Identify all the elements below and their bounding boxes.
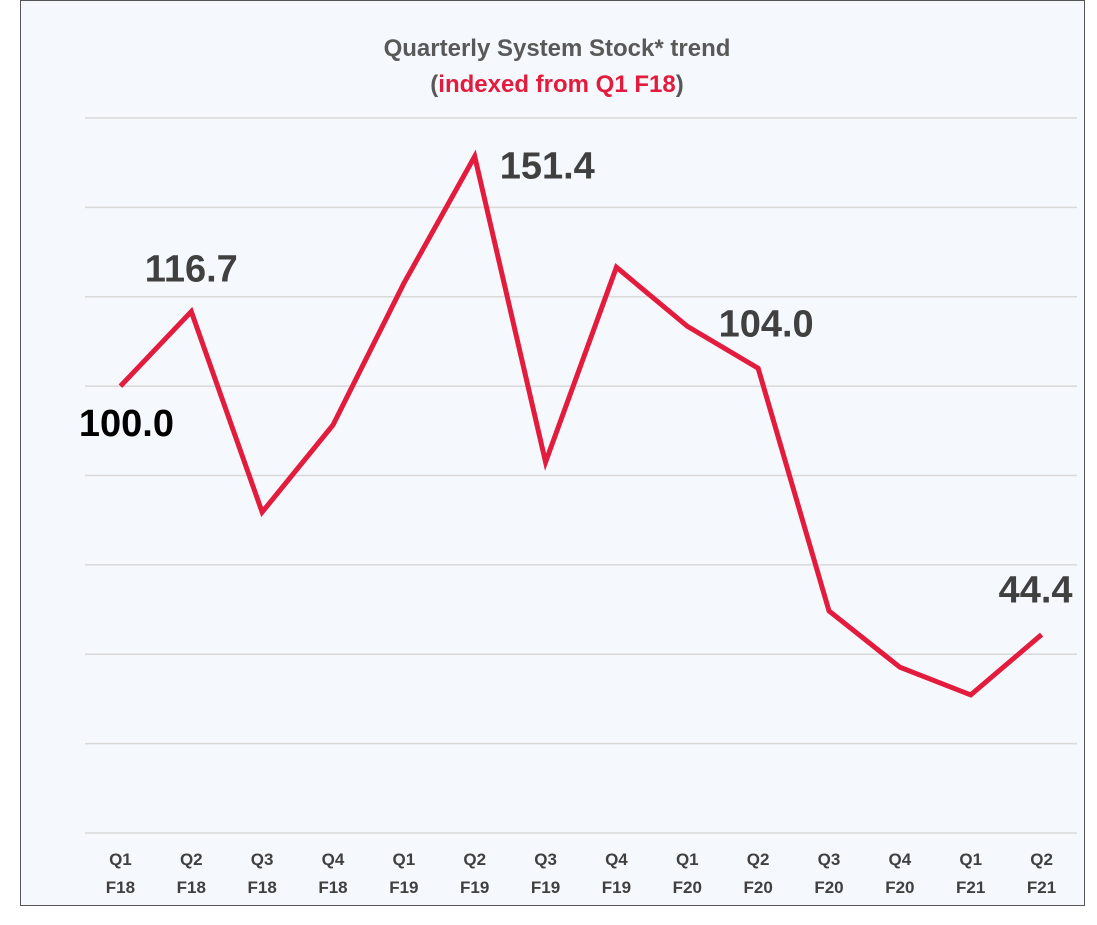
x-tick-label: Q2 F21 bbox=[1026, 850, 1057, 897]
x-tick-label: Q2 F20 bbox=[743, 850, 773, 897]
x-tick-label: Q1 F21 bbox=[956, 850, 986, 897]
data-label: 116.7 bbox=[145, 249, 238, 291]
chart-subtitle: (indexed from Q1 F18) bbox=[430, 71, 683, 98]
x-tick-label: Q1 F19 bbox=[389, 850, 419, 897]
x-tick-label: Q3 F19 bbox=[530, 850, 561, 897]
subtitle-open: ( bbox=[430, 71, 438, 98]
chart-frame bbox=[20, 0, 1085, 906]
x-tick-label: Q1 F18 bbox=[105, 850, 136, 897]
data-label: 100.0 bbox=[79, 403, 174, 445]
x-tick-label: Q3 F20 bbox=[814, 850, 844, 897]
data-label: 151.4 bbox=[500, 145, 595, 187]
x-tick-label: Q2 F18 bbox=[176, 850, 206, 897]
x-tick-label: Q1 F20 bbox=[672, 850, 702, 897]
x-tick-label: Q4 F20 bbox=[885, 850, 915, 897]
x-tick-label: Q2 F19 bbox=[460, 850, 490, 897]
subtitle-text: indexed from Q1 F18 bbox=[438, 71, 675, 98]
data-label: 44.4 bbox=[999, 570, 1073, 612]
data-label: 104.0 bbox=[719, 303, 814, 345]
x-tick-label: Q4 F19 bbox=[601, 850, 632, 897]
x-tick-label: Q4 F18 bbox=[318, 850, 348, 897]
subtitle-close: ) bbox=[676, 71, 684, 98]
chart-title: Quarterly System Stock* trend bbox=[384, 35, 731, 62]
x-tick-label: Q3 F18 bbox=[247, 850, 277, 897]
line bbox=[118, 149, 1044, 698]
